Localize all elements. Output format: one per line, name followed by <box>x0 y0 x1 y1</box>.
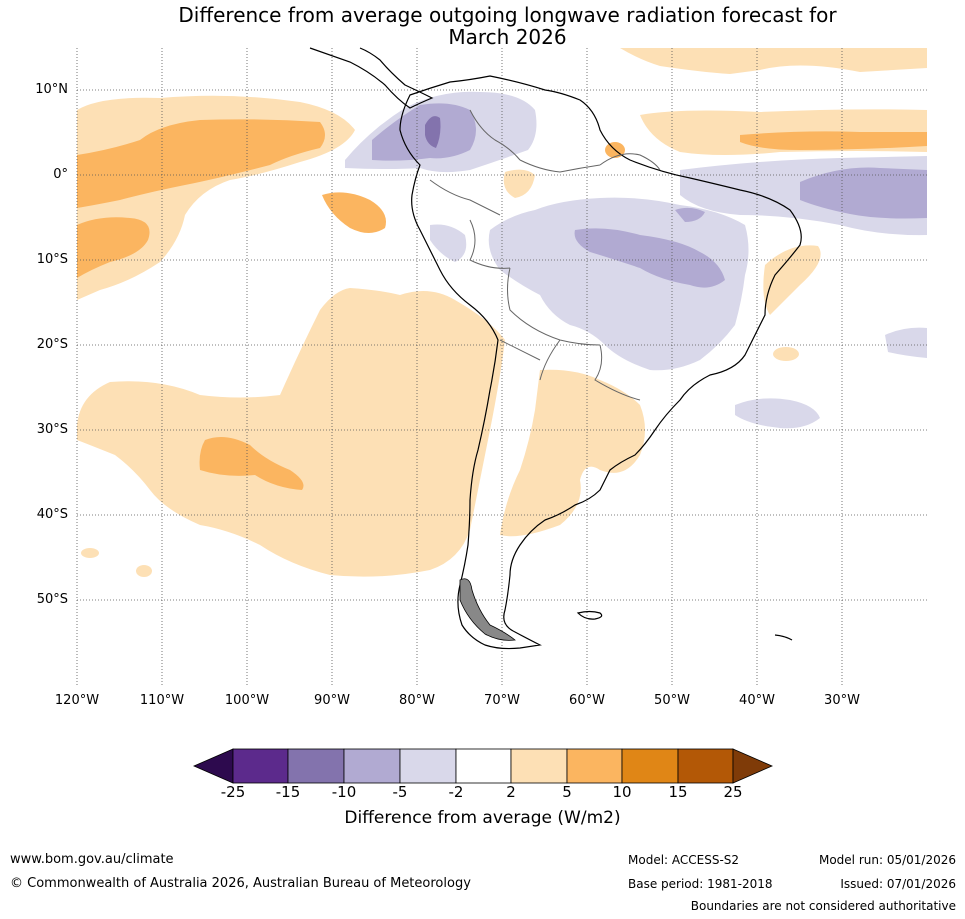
colorbar <box>192 748 774 784</box>
anomaly-purple-atlantic <box>800 167 927 219</box>
colorbar-tick: 2 <box>506 783 516 801</box>
colorbar-swatch-2 <box>287 748 345 784</box>
lat-label-40s: 40°S <box>36 507 68 522</box>
lon-label-50w: 50°W <box>654 693 690 708</box>
colorbar-tick: -10 <box>331 783 357 801</box>
lon-label-70w: 70°W <box>484 693 520 708</box>
graticule <box>76 48 927 685</box>
base-period: Base period: 1981-2018 <box>628 877 773 891</box>
colorbar-swatch-7 <box>566 748 623 784</box>
anomaly-light-orange-spot <box>773 347 799 361</box>
colorbar-tick: 15 <box>668 783 688 801</box>
central-america-coastline <box>309 47 434 109</box>
lat-label-20s: 20°S <box>36 337 68 352</box>
colorbar-swatch-6 <box>510 748 568 784</box>
anomaly-orange-pacific-equator <box>77 119 325 208</box>
lat-label-30s: 30°S <box>36 422 68 437</box>
model-run: Model run: 05/01/2026 <box>818 853 956 867</box>
anomaly-orange-galapagos <box>322 192 386 233</box>
south-america-coastline <box>399 75 802 650</box>
lon-label-30w: 30°W <box>824 693 860 708</box>
south-georgia <box>774 634 793 641</box>
copyright: © Commonwealth of Australia 2026, Austra… <box>10 876 471 891</box>
lon-label-90w: 90°W <box>314 693 350 708</box>
falkland-islands <box>576 610 603 620</box>
anomaly-light-purple-amazon <box>488 197 749 371</box>
website-link[interactable]: www.bom.gov.au/climate <box>10 852 174 867</box>
boundary-disclaimer: Boundaries are not considered authoritat… <box>690 899 956 913</box>
colorbar-swatch-1 <box>232 748 289 784</box>
colorbar-tick: 5 <box>562 783 572 801</box>
colorbar-tick: -25 <box>220 783 246 801</box>
anomaly-light-orange-colombia <box>503 169 535 198</box>
title-line-1: Difference from average outgoing longwav… <box>178 3 837 27</box>
colorbar-swatch-3 <box>343 748 401 784</box>
anomaly-light-purple-peru <box>430 224 467 262</box>
anomaly-light-purple-east <box>885 327 927 358</box>
anomaly-dark-purple-colombia <box>425 116 441 148</box>
colorbar-swatch-4 <box>399 748 457 784</box>
colorbar-swatch-5 <box>455 748 512 784</box>
anomaly-purple-nbrazil <box>675 207 705 222</box>
anomaly-light-orange-argentina <box>500 369 645 537</box>
lon-label-100w: 100°W <box>224 693 270 708</box>
country-borders <box>429 109 661 401</box>
issued-date: Issued: 07/01/2026 <box>840 877 956 891</box>
anomaly-orange-pacific-west <box>77 217 150 278</box>
model-name: Model: ACCESS-S2 <box>628 853 740 867</box>
colorbar-tick: 10 <box>612 783 632 801</box>
title-line-2: March 2026 <box>448 25 567 49</box>
anomaly-orange-atlantic-band <box>740 131 927 150</box>
anomaly-light-orange-caribbean <box>560 48 927 74</box>
anomaly-orange-south-pacific <box>199 436 304 490</box>
anomaly-light-orange-brazil-east <box>763 245 821 315</box>
lon-label-80w: 80°W <box>399 693 435 708</box>
colorbar-tick: -15 <box>275 783 301 801</box>
colorbar-swatch-under <box>192 748 234 784</box>
anomaly-purple-colombia <box>372 103 476 161</box>
colorbar-swatch-over <box>732 748 774 784</box>
lat-label-10n: 10°N <box>35 82 68 97</box>
colorbar-title: Difference from average (W/m2) <box>344 808 621 828</box>
lon-label-120w: 120°W <box>54 693 100 708</box>
lon-label-110w: 110°W <box>139 693 185 708</box>
colorbar-swatch-8 <box>621 748 679 784</box>
tierra-del-fuego <box>459 578 516 641</box>
colorbar-tick: -5 <box>392 783 408 801</box>
lat-label-10s: 10°S <box>36 252 68 267</box>
colorbar-swatch-9 <box>677 748 734 784</box>
anomaly-light-orange-pacific-south <box>77 288 505 577</box>
anomaly-light-purple-southeast <box>735 398 820 429</box>
anomaly-light-orange-spot-2 <box>81 548 99 558</box>
lon-label-40w: 40°W <box>739 693 775 708</box>
anomaly-light-orange-spot-3 <box>136 565 152 577</box>
lat-label-50s: 50°S <box>36 592 68 607</box>
colorbar-tick: 25 <box>723 783 743 801</box>
colorbar-tick: -2 <box>448 783 464 801</box>
anomaly-purple-brazil <box>574 228 725 288</box>
lon-label-60w: 60°W <box>569 693 605 708</box>
map-title: Difference from average outgoing longwav… <box>0 4 965 48</box>
lat-label-0: 0° <box>53 167 68 182</box>
